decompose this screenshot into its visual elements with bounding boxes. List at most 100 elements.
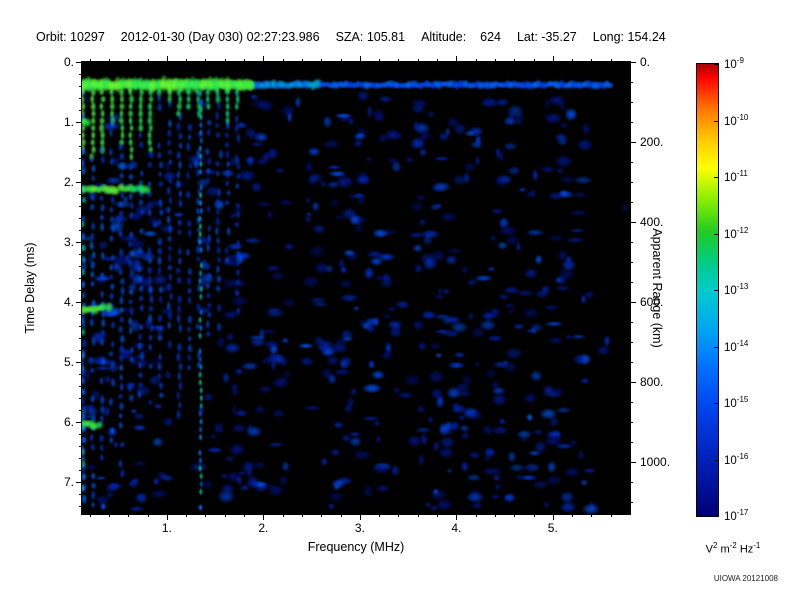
axis-tick xyxy=(630,142,636,143)
axis-tick xyxy=(630,142,633,143)
x-tick-label: 4. xyxy=(451,521,462,535)
axis-tick xyxy=(630,102,633,103)
colorbar-tick-label: 10-13 xyxy=(724,282,749,297)
axis-tick xyxy=(630,182,633,183)
axis-tick xyxy=(630,162,633,163)
plot-area xyxy=(81,61,631,515)
axis-tick xyxy=(282,514,284,517)
axis-tick xyxy=(630,122,633,123)
axis-tick xyxy=(475,514,477,517)
axis-tick xyxy=(630,222,636,223)
x-tick-label: 3. xyxy=(354,521,365,535)
y-axis-title-left: Time Delay (ms) xyxy=(23,242,37,334)
axis-tick xyxy=(417,514,419,517)
axis-tick xyxy=(398,514,400,517)
axis-tick xyxy=(630,222,633,223)
axis-tick xyxy=(205,514,207,517)
axis-tick xyxy=(630,82,633,83)
axis-tick xyxy=(630,382,633,383)
range-tick-label: 200. xyxy=(640,135,664,149)
axis-tick xyxy=(147,514,149,517)
axis-tick xyxy=(359,514,361,520)
colorbar-tick-label: 10-17 xyxy=(724,508,749,523)
y-tick-label: 0. xyxy=(63,55,74,69)
axis-tick xyxy=(263,514,265,517)
axis-tick xyxy=(630,262,633,263)
y-tick-label: 4. xyxy=(63,295,74,310)
header-info: Orbit: 10297 2012-01-30 (Day 030) 02:27:… xyxy=(36,30,666,44)
axis-tick xyxy=(456,514,458,517)
axis-tick xyxy=(630,342,633,343)
colorbar-tick-label: 10-15 xyxy=(724,395,749,410)
axis-tick xyxy=(630,242,633,243)
axis-tick xyxy=(630,382,636,383)
y-tick-label: 3. xyxy=(63,235,74,250)
y-tick-label: 2. xyxy=(63,175,74,190)
header-latitude: Lat: -35.27 xyxy=(516,30,577,44)
axis-tick xyxy=(630,402,633,403)
axis-tick xyxy=(128,514,130,517)
colorbar-tick-label: 10-11 xyxy=(724,169,748,184)
x-tick-label: 1. xyxy=(161,521,172,535)
axis-tick xyxy=(630,422,633,423)
range-tick-label: 0. xyxy=(640,55,651,69)
y-tick-label: 6. xyxy=(63,415,74,430)
colorbar-tick-label: 10-9 xyxy=(724,56,744,71)
axis-tick xyxy=(321,514,323,517)
axis-tick xyxy=(630,322,633,323)
axis-tick xyxy=(630,282,633,283)
axis-tick xyxy=(533,514,535,517)
x-tick-label: 2. xyxy=(258,521,269,535)
y-tick-label: 5. xyxy=(63,355,74,370)
axis-tick xyxy=(166,514,168,517)
y-tick-label: 7. xyxy=(63,475,74,490)
axis-tick xyxy=(456,514,458,520)
axis-tick xyxy=(630,462,636,463)
colorbar xyxy=(696,63,719,517)
axis-tick xyxy=(109,514,110,517)
header-longitude: Long: 154.24 xyxy=(592,30,666,44)
x-axis-title: Frequency (MHz) xyxy=(307,540,405,554)
axis-tick xyxy=(186,514,188,517)
range-tick-label: 800. xyxy=(640,375,664,389)
header-sza: SZA: 105.81 xyxy=(335,30,406,44)
axis-tick xyxy=(630,362,633,363)
axis-tick xyxy=(630,302,636,303)
axis-tick xyxy=(514,514,516,517)
axis-tick xyxy=(166,514,168,520)
colorbar-tick-label: 10-10 xyxy=(724,112,749,128)
axis-tick xyxy=(301,514,303,517)
y-axis-title-right: Apparent Range (km) xyxy=(650,228,664,348)
axis-tick xyxy=(630,302,633,303)
axis-tick xyxy=(552,514,554,520)
credit-watermark: UIOWA 20121008 xyxy=(713,574,778,583)
axis-tick xyxy=(630,62,636,63)
colorbar-tick-label: 10-16 xyxy=(724,451,749,467)
axis-tick xyxy=(494,514,496,517)
header-altitude: Altitude: 624 xyxy=(421,30,501,44)
axis-tick xyxy=(630,482,633,483)
axis-tick xyxy=(244,514,246,517)
range-tick-label: 1000. xyxy=(640,455,671,469)
axis-tick xyxy=(552,514,554,517)
range-tick-label: 400. xyxy=(640,215,664,229)
axis-tick xyxy=(379,514,381,517)
axis-tick xyxy=(340,514,342,517)
axis-tick xyxy=(359,514,361,517)
axis-tick xyxy=(263,514,265,520)
header-datetime: 2012-01-30 (Day 030) 02:27:23.986 xyxy=(120,30,320,44)
spectrogram-canvas xyxy=(82,62,630,514)
axis-tick xyxy=(224,514,226,517)
colorbar-tick-label: 10-12 xyxy=(724,225,749,241)
axis-tick xyxy=(630,202,633,203)
x-tick-label: 5. xyxy=(547,521,558,535)
axis-tick xyxy=(630,442,633,443)
axis-tick xyxy=(89,514,91,517)
axis-tick xyxy=(610,514,612,517)
range-tick-label: 600. xyxy=(640,295,664,309)
header-orbit: Orbit: 10297 xyxy=(36,30,105,44)
axis-tick xyxy=(630,502,633,503)
axis-tick xyxy=(630,462,633,463)
colorbar-tick-label: 10-14 xyxy=(724,338,749,354)
